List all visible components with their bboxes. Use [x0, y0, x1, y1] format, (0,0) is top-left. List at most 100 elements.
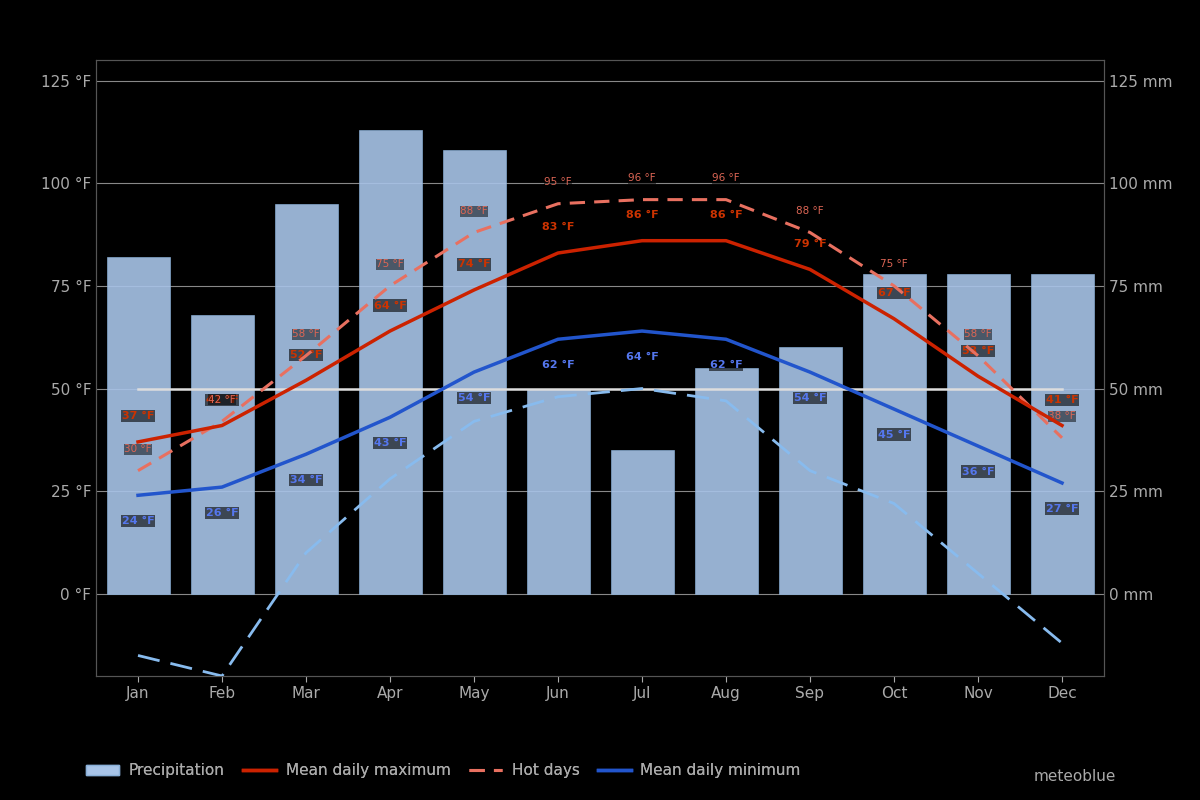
Mean daily maximum	[1055, 421, 1069, 430]
Mean daily maximum	[551, 248, 565, 258]
Text: 95 °F: 95 °F	[544, 178, 572, 187]
Mean daily minimum	[803, 367, 817, 377]
Legend: Precipitation, Mean daily maximum, Hot days, Mean daily minimum: Precipitation, Mean daily maximum, Hot d…	[79, 757, 806, 784]
Bar	[359, 130, 421, 594]
Line: Mean daily minimum: Mean daily minimum	[138, 331, 1062, 495]
Mean daily maximum	[971, 371, 985, 381]
Bar	[863, 274, 925, 594]
Mean daily maximum	[803, 265, 817, 274]
Text: 27 °F: 27 °F	[1045, 503, 1079, 514]
Text: 88 °F: 88 °F	[796, 206, 824, 216]
Text: 43 °F: 43 °F	[373, 438, 407, 448]
Mean daily minimum	[887, 404, 901, 414]
Mean daily minimum	[971, 442, 985, 451]
Bar	[443, 150, 505, 594]
Bar	[527, 389, 589, 594]
Wind speed	[131, 384, 145, 394]
Text: 45 °F: 45 °F	[877, 430, 911, 439]
Hot days	[971, 351, 985, 361]
Text: 96 °F: 96 °F	[628, 173, 656, 183]
Cold nights	[971, 569, 985, 578]
Mean daily maximum	[131, 437, 145, 446]
Cold nights	[131, 650, 145, 660]
Hot days	[803, 228, 817, 238]
Mean daily maximum	[467, 285, 481, 294]
Mean daily maximum	[383, 326, 397, 336]
Text: 64 °F: 64 °F	[625, 351, 659, 362]
Hot days	[887, 281, 901, 290]
Text: 52 °F: 52 °F	[290, 350, 322, 360]
Wind speed	[551, 384, 565, 394]
Bar	[1031, 274, 1093, 594]
Cold nights	[215, 671, 229, 681]
Text: 74 °F: 74 °F	[457, 259, 491, 270]
Text: 24 °F: 24 °F	[121, 516, 155, 526]
Hot days	[467, 228, 481, 238]
Mean daily maximum	[215, 421, 229, 430]
Line: Mean daily maximum: Mean daily maximum	[138, 241, 1062, 442]
Text: 75 °F: 75 °F	[880, 259, 908, 270]
Mean daily maximum	[719, 236, 733, 246]
Bar	[947, 274, 1009, 594]
Text: 41 °F: 41 °F	[1045, 395, 1079, 405]
Text: 75 °F: 75 °F	[376, 259, 404, 270]
Text: 38 °F: 38 °F	[1048, 411, 1076, 422]
Mean daily maximum	[887, 314, 901, 323]
Mean daily minimum	[299, 450, 313, 459]
Hot days	[299, 351, 313, 361]
Hot days	[719, 195, 733, 205]
Mean daily minimum	[383, 413, 397, 422]
Text: 88 °F: 88 °F	[460, 206, 488, 216]
Wind speed	[803, 384, 817, 394]
Mean daily maximum	[635, 236, 649, 246]
Text: 86 °F: 86 °F	[709, 210, 743, 220]
Text: 79 °F: 79 °F	[793, 239, 827, 249]
Line: Cold nights: Cold nights	[138, 389, 1062, 676]
Mean daily minimum	[131, 490, 145, 500]
Hot days	[131, 466, 145, 475]
Text: 41 °F: 41 °F	[205, 395, 239, 405]
Wind speed	[215, 384, 229, 394]
Wind speed	[1055, 384, 1069, 394]
Text: 62 °F: 62 °F	[541, 360, 575, 370]
Text: 53 °F: 53 °F	[962, 346, 994, 356]
Text: meteoblue: meteoblue	[1033, 769, 1116, 784]
Cold nights	[383, 474, 397, 484]
Cold nights	[467, 417, 481, 426]
Hot days	[635, 195, 649, 205]
Cold nights	[719, 396, 733, 406]
Cold nights	[299, 548, 313, 558]
Legend: Cold nights, Wind speed: Cold nights, Wind speed	[79, 797, 372, 800]
Text: 64 °F: 64 °F	[373, 301, 407, 310]
Wind speed	[887, 384, 901, 394]
Wind speed	[719, 384, 733, 394]
Wind speed	[635, 384, 649, 394]
Text: 36 °F: 36 °F	[961, 466, 995, 477]
Mean daily minimum	[215, 482, 229, 492]
Text: 54 °F: 54 °F	[457, 393, 491, 402]
Text: 54 °F: 54 °F	[793, 393, 827, 402]
Mean daily minimum	[551, 334, 565, 344]
Wind speed	[383, 384, 397, 394]
Cold nights	[551, 392, 565, 402]
Bar	[107, 257, 169, 594]
Line: Hot days: Hot days	[138, 200, 1062, 470]
Text: 58 °F: 58 °F	[964, 330, 992, 339]
Cold nights	[887, 498, 901, 508]
Text: 37 °F: 37 °F	[122, 411, 154, 422]
Text: 58 °F: 58 °F	[292, 330, 320, 339]
Cold nights	[1055, 638, 1069, 648]
Bar	[611, 450, 673, 594]
Text: 83 °F: 83 °F	[542, 222, 574, 233]
Hot days	[383, 281, 397, 290]
Mean daily minimum	[1055, 478, 1069, 488]
Wind speed	[299, 384, 313, 394]
Bar	[191, 314, 253, 594]
Cold nights	[635, 384, 649, 394]
Text: 34 °F: 34 °F	[289, 474, 323, 485]
Text: 30 °F: 30 °F	[125, 444, 151, 454]
Text: 96 °F: 96 °F	[712, 173, 740, 183]
Bar	[275, 204, 337, 594]
Mean daily maximum	[299, 375, 313, 385]
Bar	[695, 368, 757, 594]
